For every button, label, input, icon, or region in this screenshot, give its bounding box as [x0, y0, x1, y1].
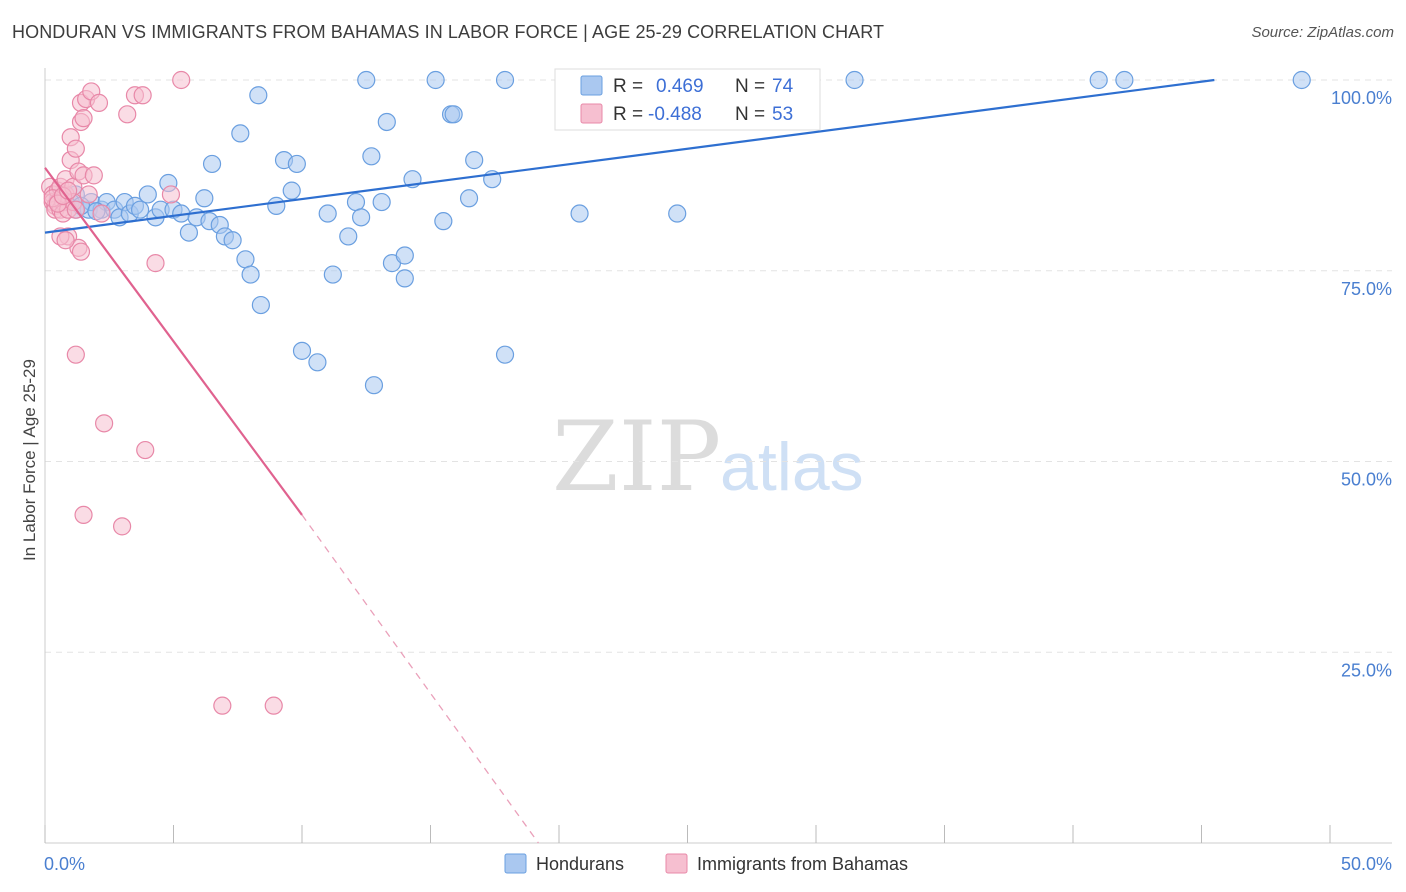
trend-line-extension	[301, 514, 539, 844]
legend-label-hondurans: Hondurans	[536, 854, 624, 874]
data-point	[264, 696, 283, 715]
y-tick-labels: 25.0% 50.0% 75.0% 100.0%	[1331, 88, 1392, 680]
data-point	[372, 192, 391, 212]
watermark: ZIP atlas	[552, 401, 864, 513]
data-point	[66, 139, 85, 158]
trend-line	[44, 167, 303, 516]
data-point	[79, 185, 98, 204]
stats-swatch-bahamas	[580, 103, 603, 124]
data-point	[89, 93, 109, 112]
data-point	[292, 341, 312, 360]
data-point	[395, 269, 414, 288]
data-point	[179, 223, 199, 242]
data-point	[465, 151, 484, 170]
data-point	[570, 204, 589, 223]
data-point	[357, 70, 376, 90]
data-point	[434, 212, 453, 231]
data-point	[195, 189, 214, 208]
legend-swatch-hondurans	[504, 853, 527, 874]
data-point	[346, 192, 366, 212]
data-point	[74, 505, 93, 525]
data-point	[426, 70, 445, 90]
data-point	[1292, 70, 1311, 90]
data-point	[231, 124, 250, 143]
data-point	[377, 112, 396, 132]
data-point	[74, 109, 93, 128]
y-axis-label: In Labor Force | Age 25-29	[20, 359, 39, 561]
data-point	[133, 86, 152, 105]
data-point	[130, 200, 150, 219]
gridlines	[45, 79, 1392, 653]
data-point	[1115, 70, 1134, 90]
data-point	[339, 227, 358, 246]
data-point	[459, 189, 479, 208]
source-credit: Source: ZipAtlas.com	[1251, 24, 1394, 41]
data-point	[95, 414, 114, 433]
data-point	[267, 196, 286, 215]
data-point	[318, 204, 337, 223]
data-point	[845, 70, 864, 90]
data-point	[287, 154, 306, 174]
y-tick-label: 100.0%	[1331, 88, 1392, 108]
data-point	[495, 70, 515, 90]
data-point	[364, 376, 384, 395]
data-point	[495, 345, 515, 364]
stats-r-label-hondurans: R =	[613, 76, 643, 97]
data-point	[138, 185, 157, 204]
data-point	[136, 440, 155, 460]
data-point	[118, 105, 137, 124]
data-point	[223, 231, 242, 250]
data-point	[308, 353, 327, 372]
data-point	[668, 204, 687, 223]
watermark-atlas: atlas	[720, 429, 864, 505]
legend-swatch-bahamas	[665, 853, 688, 874]
data-point	[395, 246, 414, 265]
y-tick-label: 50.0%	[1341, 470, 1392, 490]
data-point	[213, 696, 232, 715]
data-point	[112, 517, 132, 536]
data-point	[323, 265, 342, 284]
stats-swatch-hondurans	[580, 75, 603, 96]
watermark-zip: ZIP	[552, 401, 721, 513]
data-point	[241, 265, 260, 284]
data-point	[282, 181, 301, 200]
data-point	[251, 295, 270, 315]
data-point	[161, 185, 181, 204]
data-point	[66, 345, 85, 364]
data-point	[444, 105, 463, 124]
axes	[44, 68, 1392, 844]
stats-r-label-bahamas: R =	[613, 104, 643, 125]
stats-n-value-bahamas: 53	[772, 104, 793, 125]
data-point	[56, 231, 75, 250]
data-point	[352, 208, 371, 227]
data-point	[202, 154, 222, 174]
stats-r-value-bahamas: -0.488	[648, 104, 702, 125]
chart-title: HONDURAN VS IMMIGRANTS FROM BAHAMAS IN L…	[12, 22, 885, 42]
stats-n-label-bahamas: N =	[735, 104, 765, 125]
x-tick-labels: 0.0% 50.0%	[44, 854, 1392, 874]
data-point	[71, 242, 91, 261]
data-point	[249, 86, 268, 105]
data-point	[362, 147, 381, 166]
data-point	[92, 204, 111, 223]
stats-n-label-hondurans: N =	[735, 76, 765, 97]
data-point	[84, 166, 103, 185]
data-point	[172, 70, 191, 90]
data-point	[146, 254, 165, 273]
stats-r-value-hondurans: 0.469	[656, 76, 704, 97]
legend-label-bahamas: Immigrants from Bahamas	[697, 854, 908, 874]
trend-lines	[44, 78, 1215, 844]
stats-legend: R = 0.469 N = 74 R = -0.488 N = 53	[554, 68, 821, 131]
y-tick-label: 75.0%	[1341, 279, 1392, 299]
series-bahamas-points	[41, 70, 283, 715]
y-tick-label: 25.0%	[1341, 660, 1392, 680]
x-tick-label: 50.0%	[1341, 854, 1392, 874]
stats-n-value-hondurans: 74	[772, 76, 794, 97]
data-point	[236, 250, 255, 269]
bottom-legend: Hondurans Immigrants from Bahamas	[504, 853, 908, 874]
trend-line	[44, 78, 1215, 234]
data-point	[1089, 70, 1108, 90]
x-tick-label: 0.0%	[44, 854, 85, 874]
